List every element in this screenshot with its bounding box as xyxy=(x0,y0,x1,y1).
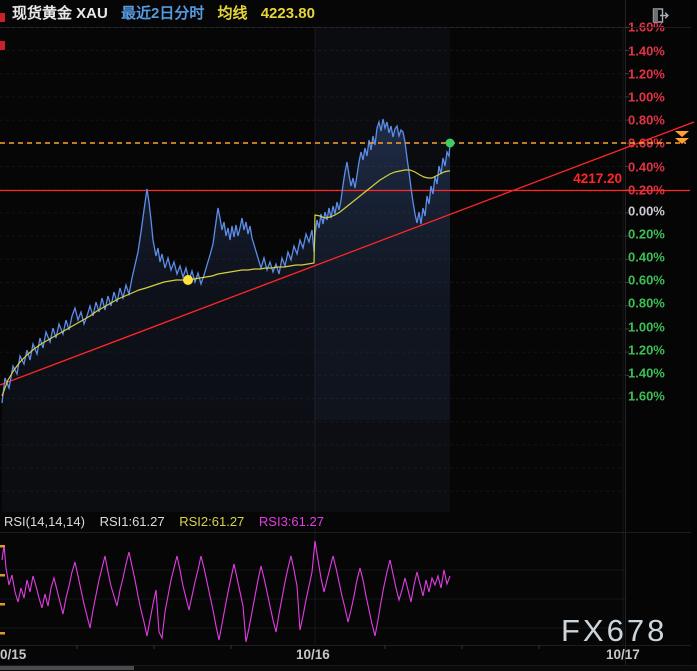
ma-label: 均线 xyxy=(217,5,248,22)
price-marker-triangle-icon xyxy=(675,138,689,144)
popout-window-icon[interactable] xyxy=(651,7,671,24)
symbol-name: 现货黄金 XAU xyxy=(12,5,108,22)
trend-line xyxy=(0,121,695,386)
rsi-params-label: RSI(14,14,14) xyxy=(4,514,85,529)
right-edge-strip xyxy=(691,0,697,671)
fx678-watermark: FX678 xyxy=(561,613,668,648)
rsi-left-tick xyxy=(0,545,5,548)
rsi1-value: RSI1:61.27 xyxy=(99,514,165,529)
period-label[interactable]: 最近2日分时 xyxy=(121,5,205,22)
rsi2-value: RSI2:61.27 xyxy=(179,514,245,529)
y-axis-label: 1.40% xyxy=(628,365,665,381)
rsi-indicator-row[interactable]: RSI(14,14,14) RSI1:61.27 RSI2:61.27 RSI3… xyxy=(4,511,335,532)
rsi-left-tick xyxy=(0,574,5,577)
y-axis-label: 1.20% xyxy=(628,342,665,358)
left-edge-marker-icon xyxy=(0,13,5,22)
y-axis-label: 1.60% xyxy=(628,388,665,404)
price-level-label: 4217.20 xyxy=(573,171,622,186)
ma-price-value: 4223.80 xyxy=(260,5,315,22)
y-axis-label: 1.40% xyxy=(628,43,665,58)
y-axis-label: 1.00% xyxy=(628,89,665,105)
y-axis-label: 0.60% xyxy=(628,272,665,288)
pane-divider xyxy=(0,645,691,646)
y-axis-column xyxy=(625,0,692,671)
x-axis-date-1: 0/15 xyxy=(0,647,27,662)
rsi-line xyxy=(1,540,451,643)
price-area-fill xyxy=(2,119,450,512)
rsi-left-tick xyxy=(0,632,5,635)
ma-line xyxy=(1,169,450,397)
y-axis-label: 0.60% xyxy=(628,135,665,151)
y-axis-label: 1.00% xyxy=(628,319,665,334)
x-axis-date-3: 10/17 xyxy=(606,647,640,662)
y-axis-label: 1.20% xyxy=(628,66,665,82)
pane-divider xyxy=(0,532,691,533)
price-marker-triangle-icon xyxy=(675,131,689,137)
horizontal-scrollbar-track[interactable] xyxy=(0,665,697,671)
y-axis-label: 0.80% xyxy=(628,112,665,128)
rsi3-value: RSI3:61.27 xyxy=(258,514,324,529)
horizontal-scrollbar-thumb[interactable] xyxy=(0,666,134,670)
y-axis-label: 0.40% xyxy=(628,249,665,265)
rsi-left-tick xyxy=(0,603,5,606)
y-axis-label: 0.40% xyxy=(628,159,665,174)
chart-header: 现货黄金 XAU 最近2日分时 均线 4223.80 xyxy=(12,0,324,27)
left-edge-marker-icon xyxy=(0,41,5,50)
pane-divider xyxy=(0,27,691,28)
y-axis-label: 0.20% xyxy=(628,182,665,198)
green-dot-marker xyxy=(445,138,455,148)
yellow-dot-marker xyxy=(183,275,193,285)
y-axis-label: 0.20% xyxy=(628,226,665,242)
x-axis-date-2: 10/16 xyxy=(296,647,330,662)
y-axis-label: 0.80% xyxy=(628,295,665,311)
y-axis-label: 0.00% xyxy=(628,203,665,218)
